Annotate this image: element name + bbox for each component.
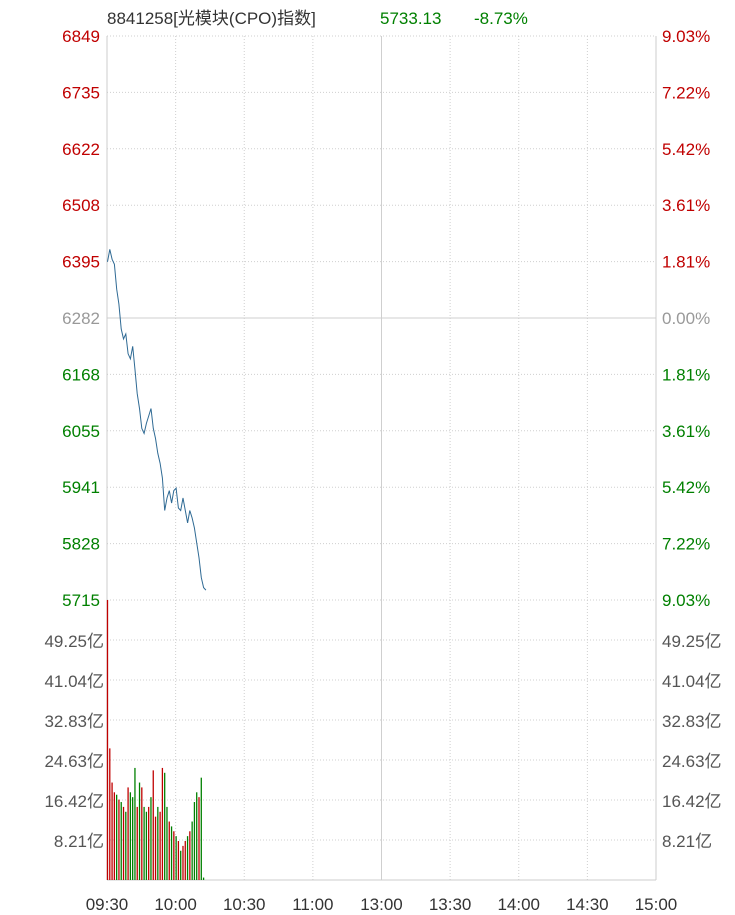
volume-tick-label-right: 49.25亿 [662, 632, 722, 651]
price-tick-label: 5715 [62, 591, 100, 610]
time-tick-label: 13:00 [360, 895, 403, 914]
price-tick-label: 6282 [62, 309, 100, 328]
time-tick-label: 15:00 [635, 895, 678, 914]
volume-tick-label: 16.42亿 [44, 792, 104, 811]
pct-tick-label: 1.81% [662, 365, 710, 384]
pct-tick-label: 5.42% [662, 140, 710, 159]
price-tick-label: 6055 [62, 422, 100, 441]
volume-tick-label: 32.83亿 [44, 712, 104, 731]
volume-tick-label-right: 41.04亿 [662, 672, 722, 691]
change-percent: -8.73% [474, 9, 528, 28]
pct-tick-label: 9.03% [662, 27, 710, 46]
price-tick-label: 6395 [62, 253, 100, 272]
volume-tick-label-right: 24.63亿 [662, 752, 722, 771]
price-tick-label: 6735 [62, 83, 100, 102]
current-price: 5733.13 [380, 9, 441, 28]
price-tick-label: 6849 [62, 27, 100, 46]
pct-tick-label: 1.81% [662, 253, 710, 272]
volume-tick-label-right: 8.21亿 [662, 832, 712, 851]
price-tick-label: 6622 [62, 140, 100, 159]
pct-tick-label: 9.03% [662, 591, 710, 610]
volume-bars [106, 600, 205, 880]
time-tick-label: 09:30 [86, 895, 129, 914]
left-volume-axis: 49.25亿 41.04亿 32.83亿 24.63亿 16.42亿 8.21亿 [44, 632, 104, 851]
price-tick-label: 5941 [62, 478, 100, 497]
time-tick-label: 10:00 [154, 895, 197, 914]
right-volume-axis: 49.25亿 41.04亿 32.83亿 24.63亿 16.42亿 8.21亿 [662, 632, 722, 851]
volume-tick-label-right: 16.42亿 [662, 792, 722, 811]
chart-grid [106, 35, 657, 881]
time-tick-label: 11:00 [292, 895, 333, 914]
volume-tick-label: 41.04亿 [44, 672, 104, 691]
price-tick-label: 6508 [62, 196, 100, 215]
pct-tick-label: 3.61% [662, 196, 710, 215]
time-tick-label: 10:30 [223, 895, 266, 914]
price-line [107, 249, 207, 591]
pct-tick-label: 7.22% [662, 535, 710, 554]
time-tick-label: 13:30 [429, 895, 472, 914]
left-price-axis: 6849 6735 6622 6508 6395 6282 6168 6055 5941 5828… [62, 27, 100, 610]
volume-tick-label: 8.21亿 [54, 832, 104, 851]
right-pct-axis: 9.03% 7.22% 5.42% 3.61% 1.81% 0.00% 1.81% 3.61%… [662, 27, 710, 610]
price-tick-label: 6168 [62, 365, 100, 384]
chart-header: 8841258[光模块(CPO)指数] 5733.13 -8.73% [107, 9, 528, 28]
volume-tick-label: 24.63亿 [44, 752, 104, 771]
pct-tick-label: 7.22% [662, 83, 710, 102]
pct-tick-label: 3.61% [662, 422, 710, 441]
pct-tick-label: 5.42% [662, 478, 710, 497]
time-tick-label: 14:30 [566, 895, 609, 914]
time-tick-label: 14:00 [497, 895, 540, 914]
volume-tick-label: 49.25亿 [44, 632, 104, 651]
price-tick-label: 5828 [62, 535, 100, 554]
time-axis: 09:30 10:00 10:30 11:00 13:00 13:30 14:00 14:30… [86, 895, 678, 914]
pct-tick-label: 0.00% [662, 309, 710, 328]
index-title: 8841258[光模块(CPO)指数] [107, 9, 316, 28]
volume-tick-label-right: 32.83亿 [662, 712, 722, 731]
